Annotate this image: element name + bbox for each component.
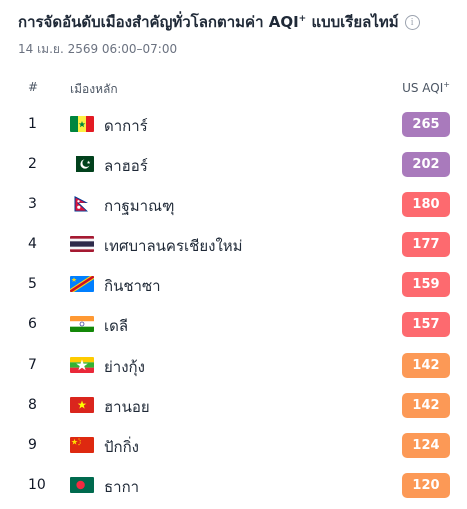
city-name: ลาฮอร์ (104, 157, 148, 176)
city-name: กินชาซา (104, 277, 161, 296)
table-row[interactable]: 7 ย่างกุ้ง 142 (18, 346, 450, 386)
title-text: การจัดอันดับเมืองสำคัญทั่วโลกตามค่า AQI (18, 13, 299, 31)
bangladesh-flag-icon (70, 476, 94, 493)
city-column-header: เมืองหลัก (70, 82, 118, 96)
table-row[interactable]: 5 กินชาซา 159 (18, 265, 450, 305)
table-row[interactable]: 6 เดลี 157 (18, 305, 450, 345)
thailand-flag-icon (70, 236, 94, 253)
table-row[interactable]: 9 ปักกิ่ง 124 (18, 426, 450, 466)
aqi-badge: 202 (402, 152, 450, 178)
india-flag-icon (70, 316, 94, 333)
rank-number: 5 (28, 276, 37, 293)
info-icon[interactable]: i (404, 14, 420, 30)
city-name: ปักกิ่ง (104, 437, 140, 456)
city-name: เทศบาลนครเชียงใหม่ (104, 237, 243, 256)
timestamp-subtitle: 14 เม.ย. 2569 06:00–07:00 (18, 42, 178, 56)
aqi-badge: 157 (402, 312, 450, 338)
rank-number: 10 (28, 476, 46, 493)
rank-column-header: # (28, 80, 39, 94)
rank-number: 3 (28, 196, 37, 213)
aqi-column-label: US AQI (402, 81, 444, 95)
table-row[interactable]: 1 ดาการ์ 265 (18, 105, 450, 145)
aqi-badge: 177 (402, 232, 450, 258)
city-name: ธากา (104, 477, 140, 496)
ranking-list: 1 ดาการ์ 265 2 ลาฮอร์ 202 3 กาฐมาณฑุ 180… (18, 105, 450, 506)
aqi-badge: 124 (402, 432, 450, 458)
page-title: การจัดอันดับเมืองสำคัญทั่วโลกตามค่า AQI+… (18, 10, 399, 34)
table-row[interactable]: 8 ฮานอย 142 (18, 386, 450, 426)
aqi-badge: 159 (402, 272, 450, 298)
table-row[interactable]: 10 ธากา 120 (18, 466, 450, 506)
table-row[interactable]: 2 ลาฮอร์ 202 (18, 145, 450, 185)
dr-congo-flag-icon (70, 276, 94, 293)
rank-number: 6 (28, 316, 37, 333)
aqi-badge: 265 (402, 112, 450, 137)
title-suffix: แบบเรียลไทม์ (306, 13, 399, 31)
rank-number: 7 (28, 356, 37, 373)
senegal-flag-icon (70, 116, 94, 132)
rank-number: 4 (28, 236, 37, 253)
city-name: เดลี (104, 317, 129, 336)
china-flag-icon (70, 436, 94, 453)
rank-number: 8 (28, 396, 37, 413)
title-superscript: + (298, 14, 307, 24)
aqi-badge: 180 (402, 192, 450, 218)
aqi-column-superscript: + (443, 80, 450, 89)
pakistan-flag-icon (70, 156, 94, 173)
aqi-badge: 120 (402, 472, 450, 498)
vietnam-flag-icon (70, 396, 94, 413)
rank-number: 9 (28, 436, 37, 453)
city-name: กาฐมาณฑุ (104, 197, 175, 216)
rank-number: 2 (28, 156, 37, 173)
table-row[interactable]: 3 กาฐมาณฑุ 180 (18, 185, 450, 225)
rank-number: 1 (28, 116, 37, 132)
title-row: การจัดอันดับเมืองสำคัญทั่วโลกตามค่า AQI+… (18, 10, 448, 34)
nepal-flag-icon (74, 196, 90, 212)
table-header: # เมืองหลัก US AQI+ (18, 78, 450, 98)
table-row[interactable]: 4 เทศบาลนครเชียงใหม่ 177 (18, 225, 450, 265)
aqi-column-header: US AQI+ (402, 80, 450, 95)
city-name: ดาการ์ (104, 117, 148, 135)
myanmar-flag-icon (70, 356, 94, 373)
city-name: ฮานอย (104, 397, 150, 416)
aqi-badge: 142 (402, 352, 450, 378)
aqi-badge: 142 (402, 392, 450, 418)
city-name: ย่างกุ้ง (104, 357, 145, 376)
